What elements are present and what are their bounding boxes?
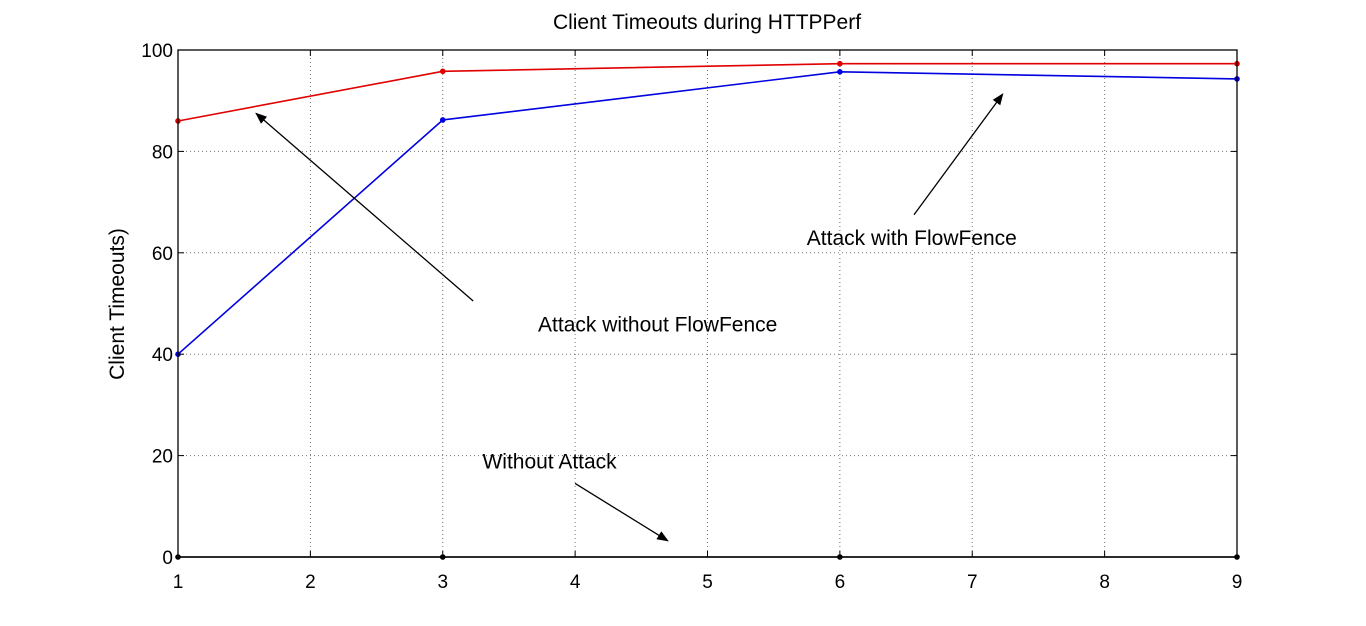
attack-without-flowfence-point [439, 68, 446, 75]
without-attack-label: Without Attack [482, 450, 617, 473]
attack-without-flowfence-label-arrow [255, 112, 474, 302]
attack-with-flowfence-line [177, 71, 1238, 355]
x-tick-label: 3 [437, 572, 448, 593]
chart-title: Client Timeouts during HTTPPerf [553, 11, 861, 34]
attack-with-flowfence-point [439, 117, 446, 123]
x-tick-label: 4 [570, 572, 581, 593]
y-tick-label: 100 [141, 41, 173, 62]
attack-without-flowfence-line [177, 62, 1237, 122]
x-tick-label: 2 [305, 572, 316, 593]
x-tick-label: 7 [967, 572, 978, 593]
y-axis-label: Client Timeouts) [106, 228, 129, 380]
attack-without-flowfence-point [837, 60, 843, 67]
x-tick-label: 1 [173, 572, 184, 593]
y-tick-label: 80 [152, 142, 173, 163]
annotations: Attack without FlowFence Attack with Flow… [255, 93, 1017, 542]
without-attack-label-arrow [574, 482, 669, 542]
x-tick-label: 8 [1099, 572, 1110, 593]
y-tick-labels: 0 20 40 60 80 100 [141, 41, 173, 569]
x-tick-label: 6 [835, 572, 846, 593]
attack-with-flowfence-point [837, 69, 843, 75]
y-tick-label: 60 [152, 244, 173, 265]
y-tick-label: 20 [152, 447, 173, 468]
x-tick-labels: 1 2 3 4 5 6 7 8 9 [173, 572, 1243, 593]
attack-without-flowfence-label: Attack without FlowFence [538, 313, 777, 336]
attack-with-flowfence-label-arrow [913, 93, 1004, 216]
x-tick-label: 5 [702, 572, 713, 593]
attack-with-flowfence-label: Attack with FlowFence [807, 227, 1017, 250]
grid [178, 50, 1237, 557]
x-tick-label: 9 [1232, 572, 1243, 593]
tick-marks [177, 49, 1238, 558]
y-tick-label: 40 [152, 345, 173, 366]
y-tick-label: 0 [162, 548, 173, 569]
